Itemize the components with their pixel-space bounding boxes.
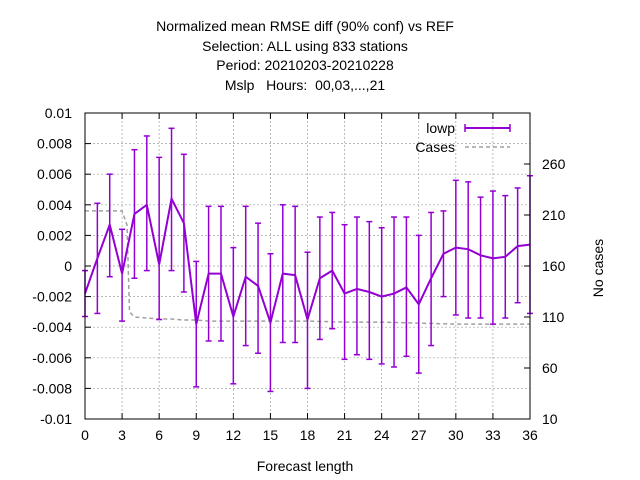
y2-tick-label: 160 [542, 258, 566, 274]
y-tick-label: 0 [64, 258, 72, 274]
y-tick-label: -0.002 [32, 289, 72, 305]
chart-title: Normalized mean RMSE diff (90% conf) vs … [156, 18, 454, 34]
x-tick-label: 0 [81, 427, 89, 443]
x-tick-label: 36 [522, 427, 538, 443]
x-tick-label: 9 [192, 427, 200, 443]
legend-lowp-marker [464, 124, 511, 132]
x-tick-label: 21 [337, 427, 353, 443]
y2-tick-label: 60 [542, 360, 558, 376]
y-tick-label: 0.008 [37, 136, 72, 152]
legend-label-lowp: lowp [426, 120, 455, 136]
cases-line [85, 210, 530, 325]
x-tick-label: 15 [263, 427, 279, 443]
y-tick-label: 0.01 [45, 105, 72, 121]
y-tick-label: 0.006 [37, 166, 72, 182]
legend-label-cases: Cases [415, 139, 455, 155]
y-tick-label: -0.01 [40, 411, 72, 427]
y2-tick-label: 110 [542, 309, 565, 325]
x-axis-label: Forecast length [257, 458, 354, 474]
y-tick-label: 0.004 [37, 197, 72, 213]
y2-axis-label: No cases [590, 239, 606, 297]
y-tick-label: -0.004 [32, 319, 72, 335]
x-tick-label: 6 [155, 427, 163, 443]
y2-tick-label: 10 [542, 411, 558, 427]
chart-subtitle-params: Mslp Hours: 00,03,...,21 [225, 77, 386, 93]
chart-subtitle-period: Period: 20210203-20210228 [216, 57, 394, 73]
x-tick-label: 27 [411, 427, 427, 443]
x-tick-label: 24 [374, 427, 390, 443]
x-tick-label: 30 [448, 427, 464, 443]
y-tick-label: -0.008 [32, 380, 72, 396]
cases-series [85, 210, 530, 325]
legend: lowp Cases [415, 120, 511, 155]
x-tick-label: 18 [300, 427, 316, 443]
x-tick-label: 12 [226, 427, 242, 443]
y-tick-label: 0.002 [37, 227, 72, 243]
chart-subtitle-selection: Selection: ALL using 833 stations [202, 38, 408, 54]
y2-tick-label: 210 [542, 207, 566, 223]
lowp-series [82, 127, 533, 393]
x-tick-label: 3 [118, 427, 126, 443]
axis-ticks: 0 3 6 9 12 15 18 21 24 27 30 33 36-0.01-0.008-0.006-… [32, 105, 565, 443]
y-tick-label: -0.006 [32, 350, 72, 366]
x-tick-label: 33 [485, 427, 501, 443]
y2-tick-label: 260 [542, 156, 566, 172]
